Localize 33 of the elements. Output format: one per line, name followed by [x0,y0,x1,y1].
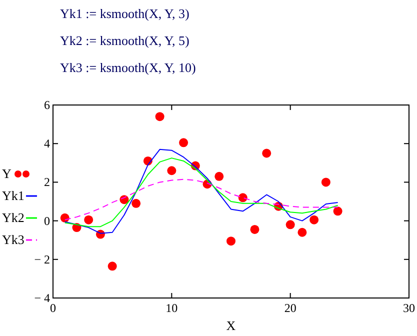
legend-label: Yk2 [2,210,24,225]
point [214,172,224,181]
point [167,166,176,176]
text: Yk2 := ksmooth(X, Y, 5) [60,33,190,48]
y-tick-label: 6 [44,98,50,112]
y-tick-label: 2 [44,175,50,190]
point [179,138,188,148]
point [132,198,141,208]
legend-label: Yk1 [2,188,24,203]
point [262,148,272,158]
y-tick-label: − 4 [34,291,50,305]
point [238,193,248,202]
point [310,215,319,224]
x-tick-label: 30 [403,301,415,315]
text: Yk1 := ksmooth(X, Y, 3) [60,6,190,21]
y-tick-label: 4 [44,136,50,151]
point [84,215,94,224]
x-tick-label: 20 [284,301,296,315]
text: Yk3 := ksmooth(X, Y, 10) [60,60,196,75]
legend-label: Yk3 [2,232,24,247]
y-tick-label: 0 [44,214,50,228]
x-axis-title: X [226,318,236,333]
point [333,206,342,216]
point [250,224,260,234]
point [286,220,295,230]
legend-label: Y [2,166,12,181]
point [108,262,117,271]
point [298,228,307,237]
point [321,178,330,187]
x-tick-label: 10 [166,301,178,315]
y-tick-label: − 2 [34,252,50,266]
point [155,112,164,122]
point [226,236,236,246]
